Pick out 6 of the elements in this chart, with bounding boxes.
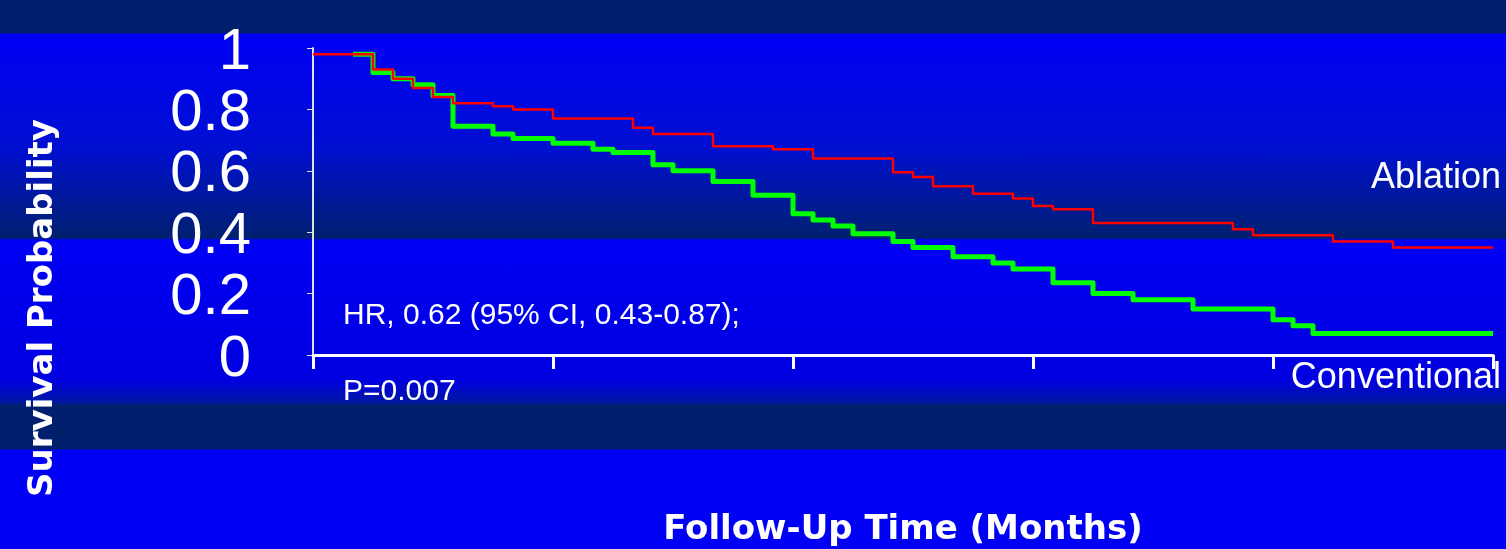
series-label: Conventional (1290, 355, 1501, 397)
y-axis-title: Survival Probability (20, 119, 60, 497)
annotation: HR, 0.62 (95% CI, 0.43-0.87); (343, 296, 740, 330)
text: P=0.007 (343, 372, 456, 406)
x-axis-title: Follow-Up Time (Months) (663, 507, 1143, 547)
series-label: Ablation (1370, 155, 1501, 197)
